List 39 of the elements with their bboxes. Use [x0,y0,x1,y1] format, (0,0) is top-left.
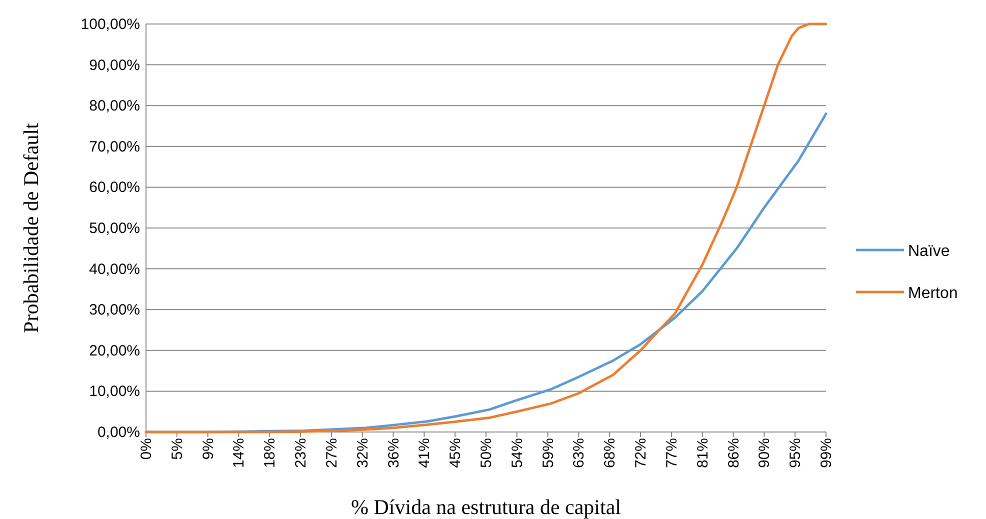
x-tick-label: 45% [447,438,464,468]
y-tick-label: 0,00% [97,424,140,441]
x-tick-label: 99% [818,438,835,468]
x-tick-label: 54% [508,438,526,468]
x-tick-label: 68% [602,438,619,468]
x-tick-label: 72% [632,438,650,468]
y-tick-label: 30,00% [89,302,140,319]
x-tick-label: 14% [230,438,248,468]
x-axis-title: % Dívida na estrutura de capital [351,495,622,519]
x-tick-label: 90% [756,438,774,468]
legend-label: Naïve [908,243,950,260]
line-series [144,22,828,434]
y-tick-label: 60,00% [89,179,140,196]
x-tick-label: 86% [725,438,742,468]
x-tick-label: 5% [168,438,186,460]
x-tick-label: 59% [540,438,557,468]
x-tick-label: 18% [262,438,279,468]
x-tick-label: 36% [385,438,402,468]
y-tick-label: 90,00% [89,56,140,74]
x-tick-label: 32% [354,438,372,468]
y-tick-label: 20,00% [89,342,140,360]
x-tick-label: 63% [570,438,588,468]
y-tick-label: 80,00% [89,98,140,115]
x-tick-label: 81% [694,438,712,468]
y-axis-title: Probabilidade de Default [19,122,43,333]
y-tick-label: 100,00% [80,16,140,33]
y-tick-label: 70,00% [89,138,140,156]
y-tick-label: 40,00% [89,260,140,278]
x-tick-label: 77% [663,438,680,468]
x-tick-label: 41% [416,438,434,468]
x-tick-label: 50% [478,438,495,468]
x-tick-label: 0% [138,438,155,460]
legend-label: Merton [908,285,958,302]
x-tick-label: 9% [200,438,217,460]
x-tick-label: 95% [787,438,804,468]
x-tick-label: 23% [292,438,310,468]
x-tick-label: 27% [323,438,340,468]
y-tick-label: 10,00% [89,383,140,400]
y-tick-label: 50,00% [89,220,140,237]
